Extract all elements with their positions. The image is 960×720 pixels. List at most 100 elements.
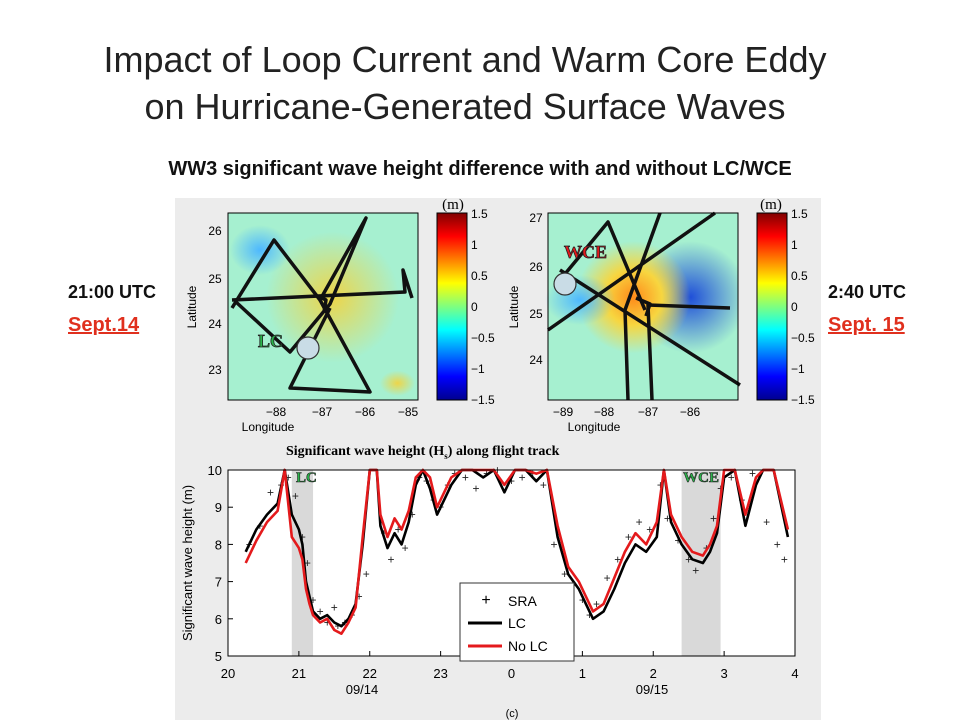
ts-xtick-label: 0: [508, 666, 515, 681]
ts-region-label-lc: LC: [296, 470, 317, 486]
ts-sra-point: +: [540, 478, 547, 492]
ts-xtick-label: 4: [791, 666, 798, 681]
ts-sra-point: +: [625, 530, 632, 544]
map-lc-xtick-88: −88: [266, 405, 287, 419]
map-wce-ylabel: Latitude: [507, 285, 521, 328]
map-wce: WCE Latitude 27 26 25 24 −89 −88 −87 −86…: [507, 211, 741, 434]
slide-title: Impact of Loop Current and Warm Core Edd…: [0, 36, 930, 130]
ts-sra-point: +: [728, 470, 735, 484]
ts-sra-point: +: [356, 589, 363, 603]
ts-ytick-label: 6: [215, 612, 222, 627]
colorbar-1: (m) 1.5 1 0.5 0 −0.5 −1 −1.5: [436, 197, 495, 407]
map-wce-frame: [547, 212, 739, 401]
left-date-label: Sept.14: [68, 314, 140, 336]
ts-sra-point: +: [604, 571, 611, 585]
ts-sra-point: +: [586, 608, 593, 622]
colorbar-2-tick: −1: [791, 362, 805, 376]
ts-sra-point: +: [388, 552, 395, 566]
ts-xticks: 20 21 22 23 0 1 2 3 4: [221, 651, 799, 681]
map-lc-cool-patch: [230, 225, 290, 275]
ts-xtick-label: 3: [721, 666, 728, 681]
title-line-1: Impact of Loop Current and Warm Core Edd…: [103, 39, 827, 80]
map-lc-marker: [296, 336, 320, 360]
ts-sra-point: +: [646, 523, 653, 537]
ts-sra-point: +: [363, 567, 370, 581]
ts-legend-sra-symbol: +: [481, 592, 490, 609]
ts-sra-point: +: [473, 482, 480, 496]
colorbar-1-tick: −0.5: [471, 331, 495, 345]
map-wce-ytick-26: 26: [529, 260, 543, 274]
ts-legend: + SRA LC No LC: [459, 582, 575, 662]
map-lc-xlabel: Longitude: [242, 420, 295, 434]
map-wce-xlabel: Longitude: [568, 420, 621, 434]
ts-ytick-label: 8: [215, 537, 222, 552]
ts-sra-point: +: [304, 556, 311, 570]
ts-sra-point: +: [692, 563, 699, 577]
ts-xtick-label: 2: [650, 666, 657, 681]
ts-legend-nolc-label: No LC: [508, 638, 548, 654]
colorbar-1-tick: 1.5: [471, 207, 488, 221]
ts-sra-point: +: [292, 489, 299, 503]
map-lc-xtick-85: −85: [398, 405, 419, 419]
colorbar-1-tick: 0.5: [471, 269, 488, 283]
ts-sra-point: +: [331, 601, 338, 615]
ts-sra-point: +: [551, 537, 558, 551]
ts-ytick-label: 7: [215, 575, 222, 590]
title-line-2: on Hurricane-Generated Surface Waves: [144, 86, 786, 127]
map-lc-ytick-23: 23: [208, 363, 222, 377]
ts-ytick-label: 9: [215, 500, 222, 515]
colorbar-2-bar: [756, 212, 788, 401]
right-time-label: 2:40 UTC: [828, 282, 907, 303]
ts-yticks: 5 6 7 8 9 10: [208, 463, 233, 664]
ts-sra-point: +: [267, 485, 274, 499]
map-lc-xtick-87: −87: [312, 405, 333, 419]
map-wce-ytick-25: 25: [529, 307, 543, 321]
ts-title: Significant wave height (Hs) along fligh…: [286, 444, 560, 461]
ts-sra-point: +: [334, 619, 341, 633]
map-lc-xtick-86: −86: [355, 405, 376, 419]
ts-region-label-wce: WCE: [683, 470, 719, 486]
ts-sra-point: +: [462, 470, 469, 484]
ts-sra-point: +: [774, 537, 781, 551]
ts-ylabel: Significant wave height (m): [180, 485, 195, 641]
ts-sra-point: +: [409, 508, 416, 522]
ts-ytick-label: 5: [215, 649, 222, 664]
map-wce-xtick-87: −87: [638, 405, 659, 419]
colorbar-2-tick: 0.5: [791, 269, 808, 283]
ts-region-labels: LC WCE: [296, 470, 720, 487]
ts-sra-point: +: [324, 616, 331, 630]
ts-xtick-label: 1: [579, 666, 586, 681]
map-lc-feature-label: LC: [258, 331, 283, 351]
ts-xtick-label: 23: [433, 666, 447, 681]
ts-ytick-label: 10: [208, 463, 222, 478]
colorbar-1-tick: 0: [471, 300, 478, 314]
colorbar-1-tick: −1: [471, 362, 485, 376]
colorbar-2-tick: 1.5: [791, 207, 808, 221]
ts-sra-point: +: [763, 515, 770, 529]
map-lc-ytick-24: 24: [208, 317, 222, 331]
colorbar-1-tick: −1.5: [471, 393, 495, 407]
ts-sra-point: +: [285, 470, 292, 484]
map-lc-ytick-25: 25: [208, 272, 222, 286]
ts-sra-point: +: [710, 511, 717, 525]
ts-sra-point: +: [675, 534, 682, 548]
map-wce-xtick-86: −86: [680, 405, 701, 419]
ts-sra-point: +: [395, 523, 402, 537]
colorbar-2-tick: −0.5: [791, 331, 815, 345]
colorbar-2-tick: −1.5: [791, 393, 815, 407]
ts-sra-point: +: [310, 593, 317, 607]
ts-sra-point: +: [781, 552, 788, 566]
map-wce-feature-label: WCE: [564, 242, 607, 262]
ts-panel-label: (c): [506, 708, 519, 720]
colorbar-2-tick: 1: [791, 238, 798, 252]
colorbar-1-tick: 1: [471, 238, 478, 252]
left-time-label: 21:00 UTC: [68, 282, 157, 303]
ts-sra-point: +: [508, 474, 515, 488]
colorbar-2-tick: 0: [791, 300, 798, 314]
ts-shaded-regions: [291, 470, 721, 656]
ts-sra-point: +: [614, 552, 621, 566]
ts-sra-point: +: [664, 511, 671, 525]
ts-sra-point: +: [685, 552, 692, 566]
ts-sra-point: +: [657, 478, 664, 492]
map-wce-xtick-89: −89: [553, 405, 574, 419]
